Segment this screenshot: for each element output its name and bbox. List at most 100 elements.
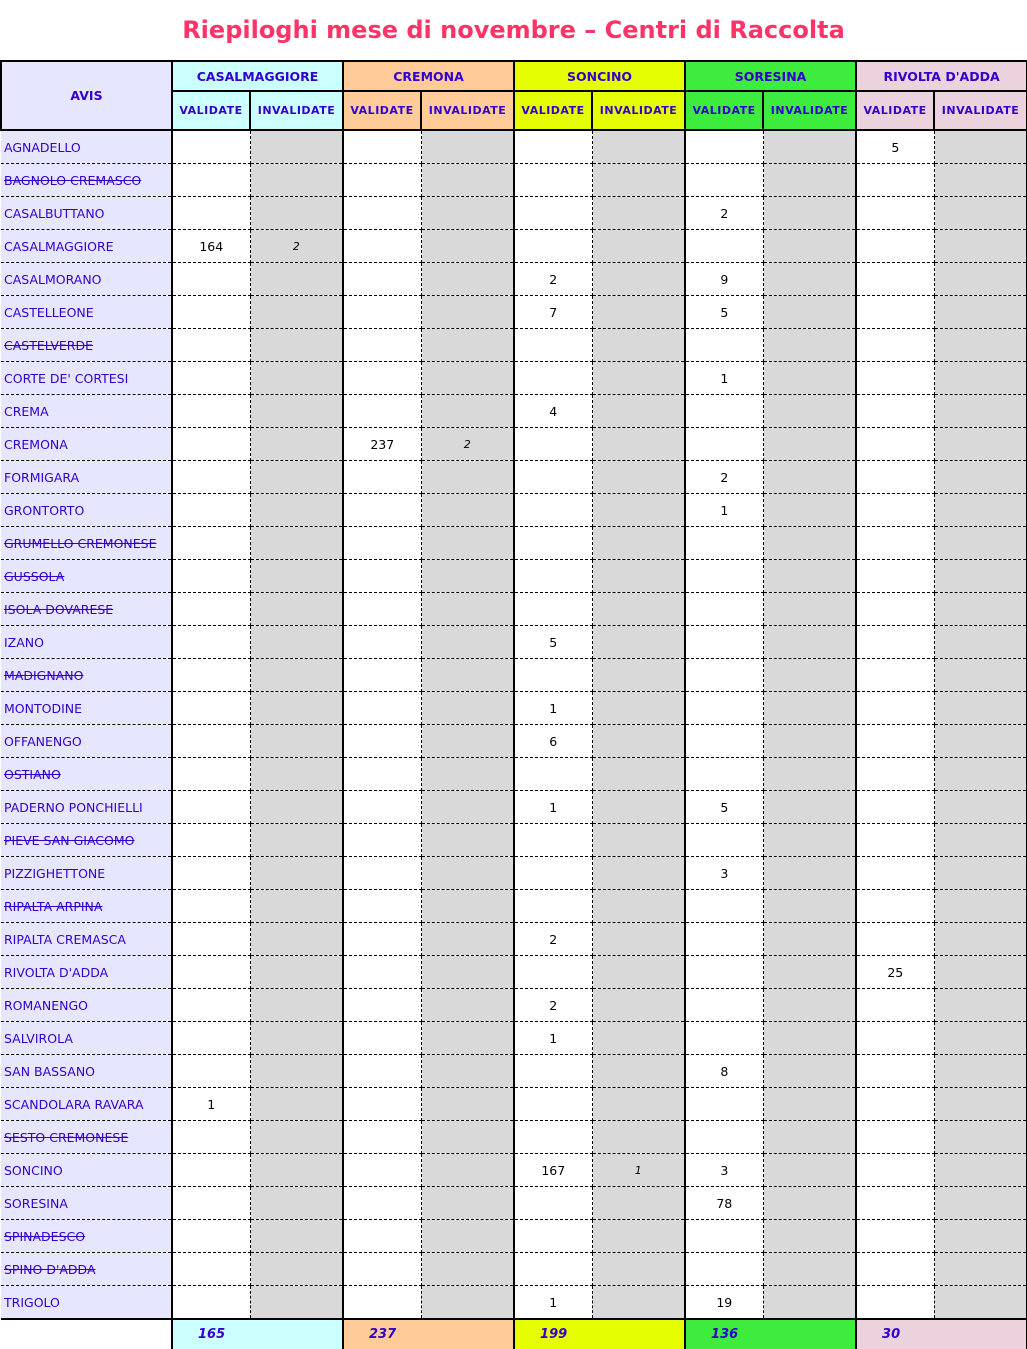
- center-header: RIVOLTA D'ADDA: [855, 60, 1027, 92]
- invalidate-cell: [763, 163, 858, 197]
- invalidate-cell: [421, 163, 516, 197]
- validate-cell: [172, 130, 251, 164]
- invalidate-cell: [250, 1219, 345, 1253]
- validate-cell: [172, 1054, 251, 1088]
- invalidate-cell: [934, 163, 1027, 197]
- invalidate-cell: [763, 1087, 858, 1121]
- table-row: SONCINO 167 1 3: [1, 1153, 1027, 1187]
- validate-cell: [685, 427, 764, 461]
- avis-name: BAGNOLO CREMASCO: [1, 163, 173, 197]
- invalidate-cell: [250, 592, 345, 626]
- validate-cell: [172, 427, 251, 461]
- invalidate-cell: [250, 1186, 345, 1220]
- avis-name: CREMA: [1, 394, 173, 428]
- validate-cell: [172, 163, 251, 197]
- invalidate-cell: [934, 922, 1027, 956]
- table-row: CASALMAGGIORE 164 2: [1, 229, 1027, 263]
- table-row: SESTO CREMONESE: [1, 1120, 1027, 1154]
- table-row: FORMIGARA 2: [1, 460, 1027, 494]
- invalidate-cell: [934, 955, 1027, 989]
- invalidate-cell: [250, 526, 345, 560]
- validate-cell: [685, 1252, 764, 1286]
- invalidate-cell: [763, 526, 858, 560]
- validate-cell: [172, 559, 251, 593]
- invalidate-cell: [250, 955, 345, 989]
- validate-cell: [172, 922, 251, 956]
- avis-name: CORTE DE' CORTESI: [1, 361, 173, 395]
- validate-cell: [343, 592, 422, 626]
- invalidate-cell: [934, 361, 1027, 395]
- invalidate-cell: [250, 427, 345, 461]
- invalidate-cell: [250, 1087, 345, 1121]
- validate-cell: [856, 658, 935, 692]
- avis-name: CASALMORANO: [1, 262, 173, 296]
- validate-cell: [172, 1285, 251, 1320]
- center-total: 136: [684, 1318, 858, 1349]
- avis-name: MADIGNANO: [1, 658, 173, 692]
- validate-cell: [343, 328, 422, 362]
- invalidate-header: INVALIDATE: [248, 90, 345, 131]
- validate-cell: [172, 361, 251, 395]
- invalidate-cell: [934, 526, 1027, 560]
- invalidate-cell: [421, 988, 516, 1022]
- center-total: 199: [513, 1318, 687, 1349]
- validate-cell: [514, 229, 593, 263]
- invalidate-cell: [934, 889, 1027, 923]
- table-row: GUSSOLA: [1, 559, 1027, 593]
- validate-cell: 4: [514, 394, 593, 428]
- invalidate-cell: [934, 1054, 1027, 1088]
- page-title: Riepiloghi mese di novembre – Centri di …: [182, 16, 845, 44]
- validate-cell: [856, 526, 935, 560]
- validate-cell: 2: [685, 460, 764, 494]
- validate-cell: [856, 988, 935, 1022]
- invalidate-cell: [421, 955, 516, 989]
- validate-cell: [685, 1219, 764, 1253]
- validate-cell: [343, 262, 422, 296]
- invalidate-cell: [592, 592, 687, 626]
- invalidate-cell: [934, 1186, 1027, 1220]
- invalidate-cell: [592, 856, 687, 890]
- invalidate-cell: [421, 229, 516, 263]
- invalidate-cell: [763, 493, 858, 527]
- avis-name: OFFANENGO: [1, 724, 173, 758]
- invalidate-cell: [763, 1021, 858, 1055]
- invalidate-cell: [250, 856, 345, 890]
- validate-cell: [856, 427, 935, 461]
- table-row: IZANO 5: [1, 625, 1027, 659]
- validate-cell: 1: [172, 1087, 251, 1121]
- validate-cell: 1: [514, 790, 593, 824]
- validate-cell: [343, 1219, 422, 1253]
- invalidate-cell: [421, 1252, 516, 1286]
- invalidate-cell: [934, 295, 1027, 329]
- validate-cell: 5: [685, 790, 764, 824]
- validate-cell: 3: [685, 1153, 764, 1187]
- invalidate-cell: [763, 856, 858, 890]
- invalidate-cell: [934, 988, 1027, 1022]
- avis-name: RIPALTA CREMASCA: [1, 922, 173, 956]
- validate-cell: [172, 856, 251, 890]
- invalidate-cell: [934, 427, 1027, 461]
- invalidate-cell: [421, 460, 516, 494]
- validate-cell: [172, 196, 251, 230]
- invalidate-cell: [934, 493, 1027, 527]
- invalidate-cell: [592, 724, 687, 758]
- table-row: MONTODINE 1: [1, 691, 1027, 725]
- table-row: ISOLA DOVARESE: [1, 592, 1027, 626]
- validate-cell: [856, 295, 935, 329]
- invalidate-cell: [934, 625, 1027, 659]
- validate-cell: [343, 625, 422, 659]
- invalidate-cell: [934, 196, 1027, 230]
- validate-cell: [343, 922, 422, 956]
- invalidate-cell: [763, 394, 858, 428]
- validate-cell: [685, 526, 764, 560]
- validate-cell: [172, 295, 251, 329]
- invalidate-cell: [592, 790, 687, 824]
- invalidate-cell: [934, 856, 1027, 890]
- invalidate-cell: [592, 988, 687, 1022]
- validate-cell: [172, 1219, 251, 1253]
- validate-cell: 1: [685, 361, 764, 395]
- invalidate-cell: [934, 394, 1027, 428]
- validate-cell: 2: [514, 262, 593, 296]
- avis-name: PADERNO PONCHIELLI: [1, 790, 173, 824]
- validate-cell: [685, 757, 764, 791]
